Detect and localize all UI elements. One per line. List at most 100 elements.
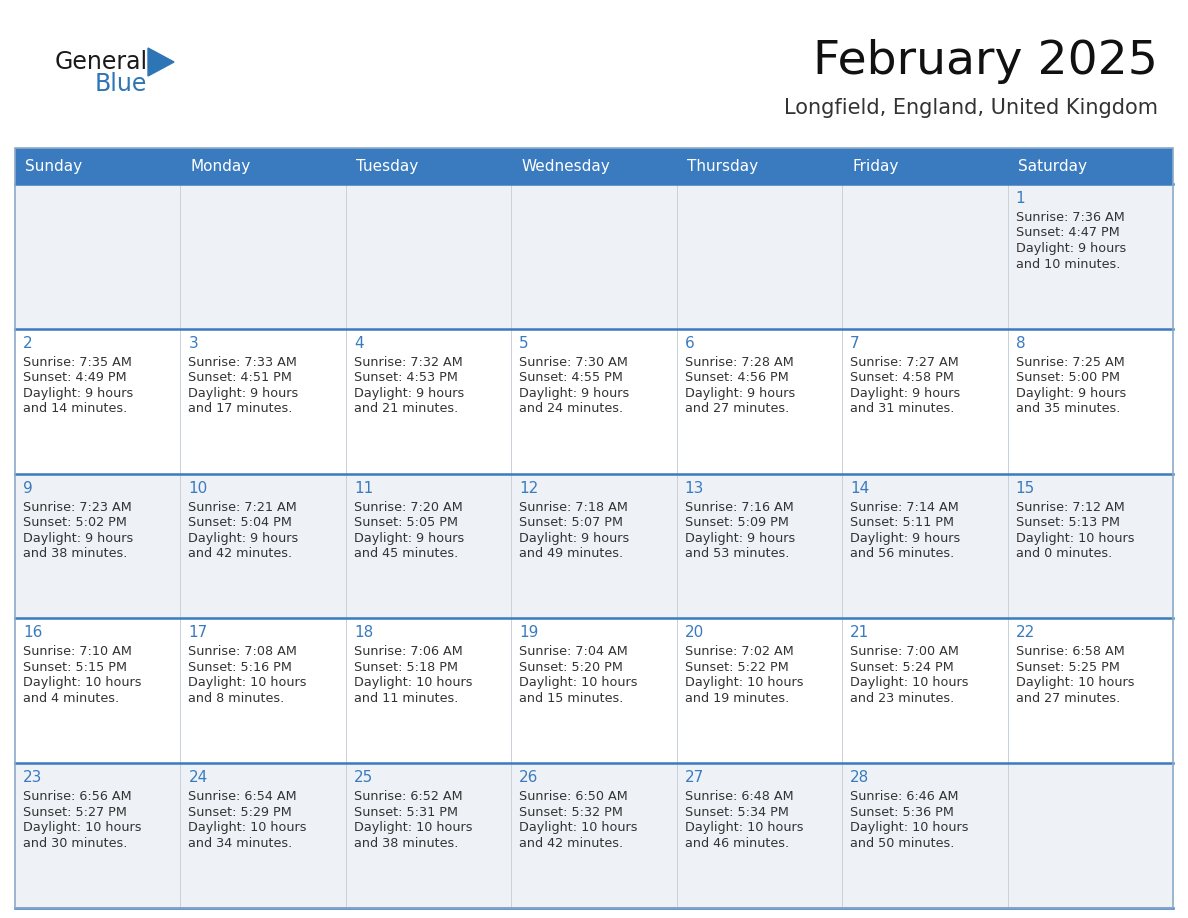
Text: 10: 10: [189, 481, 208, 496]
Text: Daylight: 9 hours: Daylight: 9 hours: [189, 386, 298, 400]
Text: 2: 2: [23, 336, 32, 351]
Text: 6: 6: [684, 336, 695, 351]
Text: Daylight: 10 hours: Daylight: 10 hours: [684, 677, 803, 689]
Text: Sunrise: 6:56 AM: Sunrise: 6:56 AM: [23, 790, 132, 803]
Text: Sunrise: 7:18 AM: Sunrise: 7:18 AM: [519, 500, 628, 513]
Text: Sunset: 4:51 PM: Sunset: 4:51 PM: [189, 371, 292, 385]
Text: Sunset: 5:24 PM: Sunset: 5:24 PM: [851, 661, 954, 674]
Text: Sunset: 4:49 PM: Sunset: 4:49 PM: [23, 371, 127, 385]
Text: Thursday: Thursday: [687, 159, 758, 174]
Text: Sunrise: 7:02 AM: Sunrise: 7:02 AM: [684, 645, 794, 658]
Text: Blue: Blue: [95, 72, 147, 96]
Bar: [677, 763, 842, 908]
Text: Sunset: 5:25 PM: Sunset: 5:25 PM: [1016, 661, 1119, 674]
Text: Sunset: 4:58 PM: Sunset: 4:58 PM: [851, 371, 954, 385]
Text: Sunrise: 6:46 AM: Sunrise: 6:46 AM: [851, 790, 959, 803]
Text: Friday: Friday: [852, 159, 898, 174]
Text: Sunset: 5:29 PM: Sunset: 5:29 PM: [189, 806, 292, 819]
Bar: [346, 763, 511, 908]
Text: Sunset: 5:02 PM: Sunset: 5:02 PM: [23, 516, 127, 529]
Text: Daylight: 9 hours: Daylight: 9 hours: [519, 386, 630, 400]
Text: Sunrise: 7:10 AM: Sunrise: 7:10 AM: [23, 645, 132, 658]
Text: and 27 minutes.: and 27 minutes.: [1016, 692, 1120, 705]
Text: and 23 minutes.: and 23 minutes.: [851, 692, 954, 705]
Text: Daylight: 9 hours: Daylight: 9 hours: [1016, 386, 1126, 400]
Bar: [1007, 619, 1173, 763]
Text: Sunset: 5:34 PM: Sunset: 5:34 PM: [684, 806, 789, 819]
Text: and 10 minutes.: and 10 minutes.: [1016, 258, 1120, 271]
Bar: [1007, 763, 1173, 908]
Bar: [15, 184, 181, 329]
Text: and 17 minutes.: and 17 minutes.: [189, 402, 292, 415]
Bar: [677, 329, 842, 474]
Bar: [15, 329, 181, 474]
Text: 20: 20: [684, 625, 704, 641]
Text: 27: 27: [684, 770, 704, 785]
Text: Sunset: 5:07 PM: Sunset: 5:07 PM: [519, 516, 624, 529]
Bar: [1007, 329, 1173, 474]
Text: Daylight: 9 hours: Daylight: 9 hours: [851, 386, 960, 400]
Text: and 49 minutes.: and 49 minutes.: [519, 547, 624, 560]
Bar: [677, 148, 842, 184]
Text: Daylight: 9 hours: Daylight: 9 hours: [354, 532, 465, 544]
Text: General: General: [55, 50, 148, 74]
Text: Sunset: 5:27 PM: Sunset: 5:27 PM: [23, 806, 127, 819]
Text: 1: 1: [1016, 191, 1025, 206]
Text: 7: 7: [851, 336, 860, 351]
Text: Daylight: 10 hours: Daylight: 10 hours: [354, 822, 473, 834]
Text: Sunrise: 7:08 AM: Sunrise: 7:08 AM: [189, 645, 297, 658]
Text: 12: 12: [519, 481, 538, 496]
Text: 23: 23: [23, 770, 43, 785]
Text: Sunset: 4:53 PM: Sunset: 4:53 PM: [354, 371, 457, 385]
Text: 19: 19: [519, 625, 538, 641]
Text: Wednesday: Wednesday: [522, 159, 609, 174]
Bar: [15, 619, 181, 763]
Bar: [677, 619, 842, 763]
Bar: [181, 474, 346, 619]
Text: 11: 11: [354, 481, 373, 496]
Bar: [15, 148, 181, 184]
Text: and 56 minutes.: and 56 minutes.: [851, 547, 954, 560]
Text: Sunset: 5:04 PM: Sunset: 5:04 PM: [189, 516, 292, 529]
Text: Sunrise: 7:30 AM: Sunrise: 7:30 AM: [519, 356, 628, 369]
Text: Sunrise: 7:25 AM: Sunrise: 7:25 AM: [1016, 356, 1124, 369]
Bar: [677, 184, 842, 329]
Text: and 4 minutes.: and 4 minutes.: [23, 692, 119, 705]
Text: 13: 13: [684, 481, 704, 496]
Bar: [842, 474, 1007, 619]
Text: and 30 minutes.: and 30 minutes.: [23, 836, 127, 850]
Text: Sunset: 4:56 PM: Sunset: 4:56 PM: [684, 371, 789, 385]
Text: 9: 9: [23, 481, 33, 496]
Text: and 42 minutes.: and 42 minutes.: [189, 547, 292, 560]
Text: Sunset: 5:36 PM: Sunset: 5:36 PM: [851, 806, 954, 819]
Text: Daylight: 9 hours: Daylight: 9 hours: [1016, 242, 1126, 255]
Text: 18: 18: [354, 625, 373, 641]
Bar: [181, 763, 346, 908]
Text: Longfield, England, United Kingdom: Longfield, England, United Kingdom: [784, 98, 1158, 118]
Text: Sunset: 4:47 PM: Sunset: 4:47 PM: [1016, 227, 1119, 240]
Text: Daylight: 10 hours: Daylight: 10 hours: [1016, 532, 1135, 544]
Bar: [842, 329, 1007, 474]
Bar: [15, 763, 181, 908]
Text: Sunrise: 6:58 AM: Sunrise: 6:58 AM: [1016, 645, 1124, 658]
Bar: [842, 148, 1007, 184]
Text: Saturday: Saturday: [1018, 159, 1087, 174]
Text: Tuesday: Tuesday: [356, 159, 418, 174]
Text: 26: 26: [519, 770, 538, 785]
Text: Daylight: 10 hours: Daylight: 10 hours: [189, 822, 307, 834]
Text: Sunrise: 7:00 AM: Sunrise: 7:00 AM: [851, 645, 959, 658]
Text: 28: 28: [851, 770, 870, 785]
Text: Daylight: 9 hours: Daylight: 9 hours: [189, 532, 298, 544]
Text: Daylight: 9 hours: Daylight: 9 hours: [851, 532, 960, 544]
Bar: [15, 474, 181, 619]
Text: 8: 8: [1016, 336, 1025, 351]
Bar: [511, 619, 677, 763]
Bar: [181, 329, 346, 474]
Bar: [511, 329, 677, 474]
Text: Sunset: 5:11 PM: Sunset: 5:11 PM: [851, 516, 954, 529]
Text: Daylight: 10 hours: Daylight: 10 hours: [23, 822, 141, 834]
Text: Daylight: 10 hours: Daylight: 10 hours: [354, 677, 473, 689]
Text: and 15 minutes.: and 15 minutes.: [519, 692, 624, 705]
Text: Daylight: 10 hours: Daylight: 10 hours: [851, 677, 968, 689]
Text: and 45 minutes.: and 45 minutes.: [354, 547, 459, 560]
